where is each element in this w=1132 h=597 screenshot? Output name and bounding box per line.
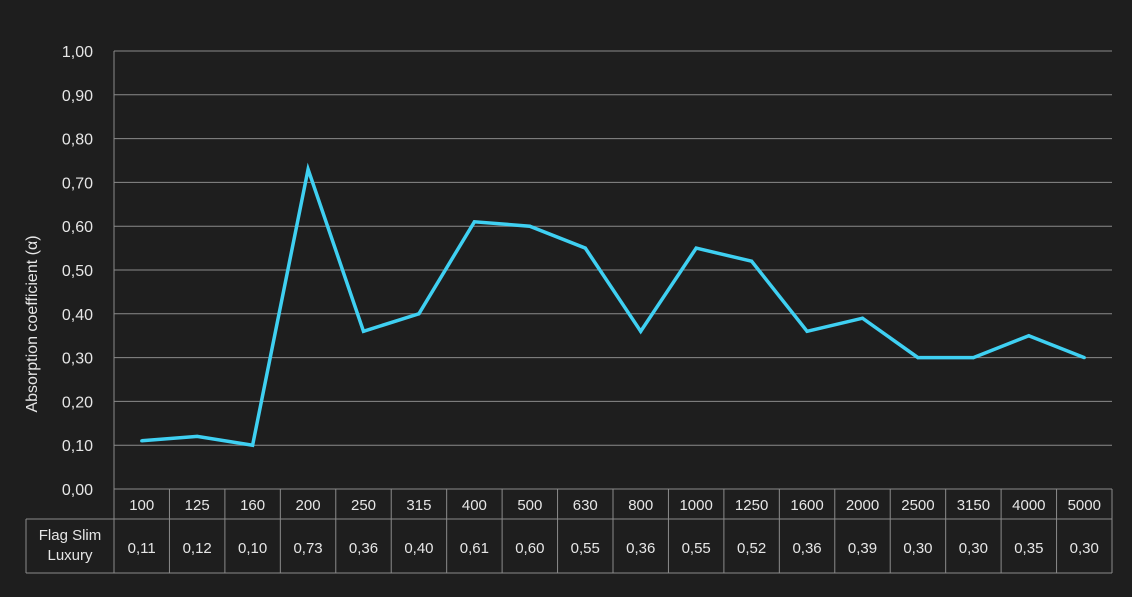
series-layer <box>140 162 1086 448</box>
y-tick-label: 0,90 <box>62 88 93 105</box>
x-tick-label: 315 <box>406 497 431 514</box>
table-cell-value: 0,30 <box>1070 540 1099 557</box>
y-tick-label: 0,30 <box>62 351 93 368</box>
table-cell-value: 0,73 <box>293 540 322 557</box>
table-cell-value: 0,36 <box>792 540 821 557</box>
series-point <box>694 246 698 250</box>
x-tick-label: 1000 <box>679 497 712 514</box>
series-point <box>750 259 754 263</box>
x-tick-label: 160 <box>240 497 265 514</box>
series-point <box>860 316 865 320</box>
x-tick-label: 800 <box>628 497 653 514</box>
table-cell-value: 0,52 <box>737 540 766 557</box>
x-tick-label: 4000 <box>1012 497 1045 514</box>
table-cell-value: 0,55 <box>571 540 600 557</box>
series-point <box>916 356 920 360</box>
y-tick-label: 0,50 <box>62 263 93 280</box>
y-tick-label: 0,10 <box>62 438 93 455</box>
series-point <box>1027 334 1031 338</box>
series-line <box>141 162 1085 448</box>
grid-layer <box>114 50 1112 490</box>
y-axis-label: Absorption coefficient (α) <box>24 235 41 412</box>
table-cell-value: 0,40 <box>404 540 433 557</box>
series-point <box>528 224 532 228</box>
table-row-label: Flag Slim Luxury <box>39 527 102 564</box>
table-cell-value: 0,30 <box>959 540 988 557</box>
table-cell-value: 0,39 <box>848 540 877 557</box>
series-point <box>1082 356 1086 360</box>
y-tick-label: 0,60 <box>62 219 93 236</box>
series-point <box>472 220 476 224</box>
x-tick-label: 100 <box>129 497 154 514</box>
table-cell-value: 0,36 <box>349 540 378 557</box>
x-tick-label: 400 <box>462 497 487 514</box>
x-tick-label: 250 <box>351 497 376 514</box>
x-tick-label: 3150 <box>957 497 990 514</box>
table-cell-value: 0,35 <box>1014 540 1043 557</box>
y-tick-label: 0,70 <box>62 175 93 192</box>
x-tick-label: 5000 <box>1068 497 1101 514</box>
x-tick-label: 630 <box>573 497 598 514</box>
y-tick-label: 1,00 <box>62 44 93 61</box>
table-cell-value: 0,61 <box>460 540 489 557</box>
table-cell-value: 0,55 <box>682 540 711 557</box>
y-tick-label: 0,00 <box>62 482 93 499</box>
series-point <box>583 246 587 250</box>
x-tick-label: 1600 <box>790 497 823 514</box>
series-point <box>195 434 199 439</box>
series-point <box>140 439 144 443</box>
series-point <box>971 356 975 360</box>
y-tick-label: 0,20 <box>62 394 93 411</box>
x-tick-label: 125 <box>185 497 210 514</box>
x-tick-label: 200 <box>296 497 321 514</box>
x-tick-label: 500 <box>517 497 542 514</box>
x-tick-label: 2500 <box>901 497 934 514</box>
y-tick-label: 0,80 <box>62 132 93 149</box>
series-point <box>417 312 421 316</box>
series-point <box>251 443 255 447</box>
data-table: 100 125 160 200 250 315 400 500 630 800 1000 1250 16… <box>25 51 1113 574</box>
table-cell-value: 0,36 <box>626 540 655 557</box>
series-point <box>805 329 809 333</box>
series-point <box>639 329 643 333</box>
table-cell-value: 0,11 <box>128 540 156 557</box>
table-cell-value: 0,60 <box>515 540 544 557</box>
y-tick-label: 0,40 <box>62 307 93 324</box>
table-cell-value: 0,12 <box>183 540 212 557</box>
table-cell-value: 0,10 <box>238 540 267 557</box>
y-axis-ticks: 0,00 0,10 0,20 0,30 0,40 0,50 0,60 0,70 0,80 0,90… <box>62 44 93 499</box>
series-point <box>361 329 366 333</box>
x-tick-label: 2000 <box>846 497 879 514</box>
table-cell-value: 0,30 <box>903 540 932 557</box>
x-tick-label: 1250 <box>735 497 768 514</box>
series-point <box>306 167 310 171</box>
